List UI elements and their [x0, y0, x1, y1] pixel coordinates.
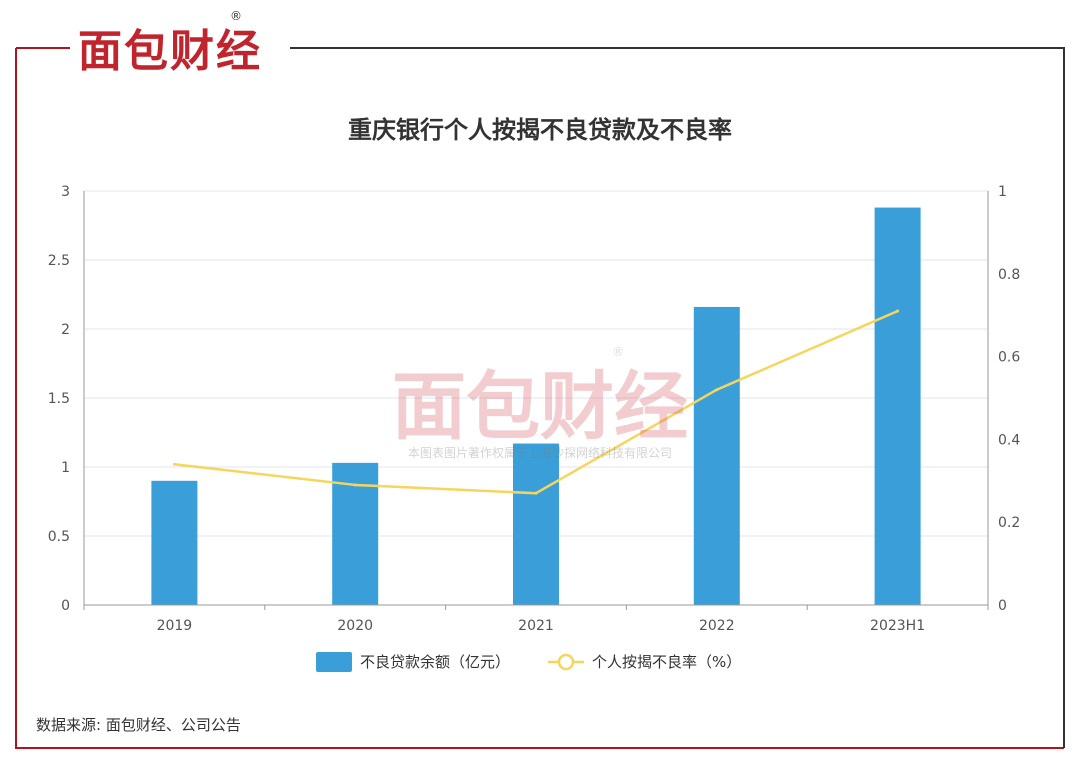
right-y-tick-label: 0.6: [998, 350, 1020, 366]
x-tick-label: 2020: [337, 618, 373, 634]
line-point: [353, 483, 357, 487]
legend-label-bar: 不良贷款余额（亿元）: [360, 653, 510, 671]
card-frame: [15, 47, 1065, 749]
right-y-tick-label: 0: [998, 598, 1007, 614]
legend-swatch-marker: [557, 653, 575, 671]
registered-mark: ®: [230, 9, 242, 23]
x-tick-label: 2022: [699, 618, 735, 634]
right-y-axis-ticks: 0 0.2 0.4 0.6 0.8 1: [998, 184, 1020, 614]
x-tick-label: 2019: [157, 618, 193, 634]
line-series: [172, 309, 900, 495]
brand-logo: 面包财经 ®: [78, 9, 262, 77]
legend-label-line: 个人按揭不良率（%）: [592, 653, 741, 671]
brand-logo-text: 面包财经: [78, 26, 262, 77]
chart-title: 重庆银行个人按揭不良贷款及不良率: [348, 116, 732, 144]
x-axis-ticks: 2019 2020 2021 2022 2023H1: [157, 618, 926, 634]
left-y-tick-label: 1: [61, 460, 70, 476]
right-y-tick-label: 1: [998, 184, 1007, 200]
legend-item-bar[interactable]: 不良贷款余额（亿元）: [316, 652, 510, 672]
watermark-logo: 面包财经: [392, 364, 688, 450]
bar: [513, 443, 559, 605]
legend: 不良贷款余额（亿元） 个人按揭不良率（%）: [316, 652, 741, 672]
watermark: 面包财经 ® 本图表图片著作权属于上海沙探网络科技有限公司: [392, 345, 688, 460]
axes: [83, 191, 989, 610]
right-y-tick-label: 0.2: [998, 515, 1020, 531]
left-y-tick-label: 1.5: [48, 391, 70, 407]
left-y-tick-label: 0.5: [48, 529, 70, 545]
right-y-tick-label: 0.8: [998, 267, 1020, 283]
watermark-registered-mark: ®: [612, 345, 624, 359]
line-point: [534, 491, 538, 495]
line-point: [715, 388, 719, 392]
bar-series: [151, 207, 921, 605]
legend-swatch-bar: [316, 652, 352, 672]
line-point: [172, 462, 176, 466]
left-y-tick-label: 2.5: [48, 253, 70, 269]
legend-item-line[interactable]: 个人按揭不良率（%）: [548, 653, 741, 671]
left-y-tick-label: 3: [61, 184, 70, 200]
x-tick-label: 2023H1: [870, 618, 925, 634]
right-y-tick-label: 0.4: [998, 432, 1020, 448]
bar: [151, 480, 198, 605]
source-note: 数据来源: 面包财经、公司公告: [36, 716, 241, 734]
line-point: [896, 309, 900, 313]
left-y-tick-label: 2: [61, 322, 70, 338]
watermark-caption: 本图表图片著作权属于上海沙探网络科技有限公司: [408, 445, 672, 460]
left-y-tick-label: 0: [61, 598, 70, 614]
bar: [693, 306, 740, 605]
x-tick-label: 2021: [518, 618, 554, 634]
bar: [874, 207, 921, 605]
left-y-axis-ticks: 0 0.5 1 1.5 2 2.5 3: [48, 184, 70, 614]
